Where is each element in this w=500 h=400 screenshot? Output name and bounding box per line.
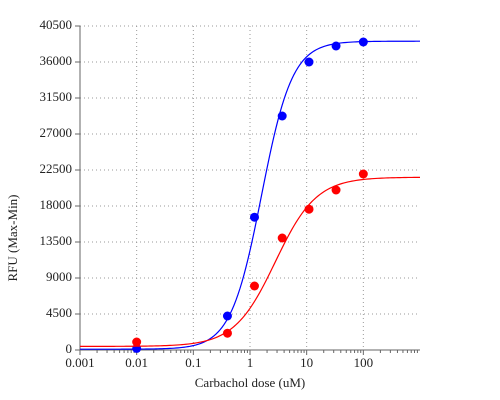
x-tick-label: 10 [300, 355, 313, 370]
x-tick-label: 1 [247, 355, 254, 370]
data-point [222, 328, 232, 338]
fit-curve [80, 40, 420, 350]
data-point [358, 37, 368, 47]
y-tick-label: 27000 [40, 125, 73, 140]
data-point [222, 311, 232, 321]
x-tick-label: 0.1 [185, 355, 201, 370]
data-point [304, 204, 314, 214]
y-tick-label: 40500 [40, 17, 73, 32]
y-tick-label: 36000 [40, 53, 73, 68]
data-point [304, 57, 314, 67]
data-point [358, 169, 368, 179]
x-axis-label: Carbachol dose (uM) [195, 375, 305, 390]
x-tick-label: 0.01 [125, 355, 148, 370]
data-point [277, 233, 287, 243]
data-point [277, 111, 287, 121]
data-point [249, 212, 259, 222]
y-tick-label: 9000 [46, 269, 72, 284]
y-tick-label: 0 [66, 341, 73, 356]
y-tick-label: 18000 [40, 197, 73, 212]
y-tick-label: 4500 [46, 305, 72, 320]
data-point [331, 41, 341, 51]
x-tick-label: 100 [354, 355, 374, 370]
y-tick-label: 22500 [40, 161, 73, 176]
x-tick-label: 0.001 [65, 355, 94, 370]
y-tick-label: 31500 [40, 89, 73, 104]
data-point [331, 185, 341, 195]
y-axis-label: RFU (Max-Min) [5, 194, 20, 281]
data-point [132, 337, 142, 347]
data-point [249, 281, 259, 291]
y-tick-label: 13500 [40, 233, 73, 248]
